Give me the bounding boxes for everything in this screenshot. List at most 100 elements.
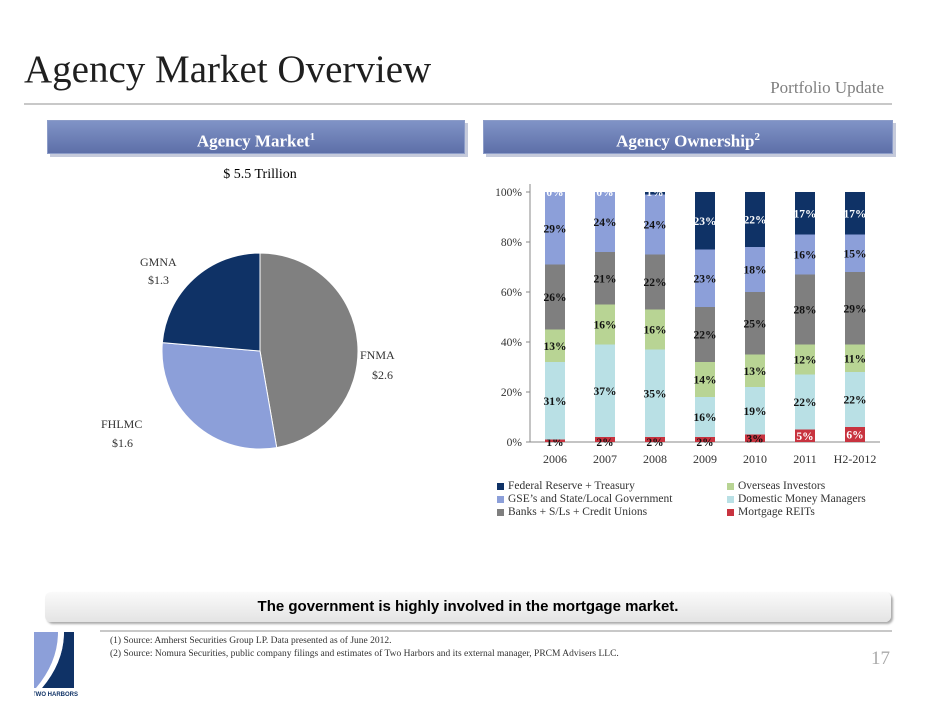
svg-text:TWO HARBORS: TWO HARBORS bbox=[34, 692, 78, 698]
pie-title: $ 5.5 Trillion bbox=[223, 167, 297, 182]
data-label: 24% bbox=[594, 217, 617, 229]
data-label: 22% bbox=[744, 215, 767, 227]
data-label: 13% bbox=[744, 366, 767, 378]
x-tick-label: 2009 bbox=[693, 452, 717, 466]
y-tick-label: 80% bbox=[501, 237, 523, 249]
pie-slice-fhlmc bbox=[161, 342, 278, 450]
bar-segment bbox=[795, 429, 815, 442]
legend-label: Mortgage REITs bbox=[738, 506, 815, 518]
legend-item: GSE’s and State/Local Government bbox=[497, 493, 727, 505]
legend-label: Overseas Investors bbox=[738, 480, 826, 492]
x-tick-label: 2008 bbox=[643, 452, 667, 466]
data-label: 6% bbox=[846, 430, 863, 442]
stacked-bar-chart: 0% 20% 40% 60% 80% 100% 2006 1% 31% 13% 26% 29% 0% 20… bbox=[495, 184, 880, 466]
data-label: 29% bbox=[544, 223, 567, 235]
legend-item: Overseas Investors bbox=[727, 480, 887, 492]
x-tick-label: 2006 bbox=[543, 452, 567, 466]
legend-item: Banks + S/Ls + Credit Unions bbox=[497, 506, 727, 518]
bar-segment bbox=[745, 354, 765, 387]
data-label: 16% bbox=[644, 325, 667, 337]
bar-segment bbox=[695, 192, 715, 250]
data-label: 31% bbox=[544, 396, 567, 408]
pie-chart bbox=[161, 252, 359, 450]
data-label: 2% bbox=[696, 437, 713, 449]
bar-segment bbox=[695, 397, 715, 437]
data-label: 22% bbox=[794, 397, 817, 409]
bar-segment bbox=[745, 247, 765, 292]
bar-segment bbox=[745, 292, 765, 355]
agency-ownership-banner: Agency Ownership2 bbox=[483, 120, 893, 154]
banner-label: Agency Market bbox=[196, 131, 310, 151]
bar-segment bbox=[695, 362, 715, 397]
data-label: 19% bbox=[744, 406, 767, 418]
bar-segment bbox=[545, 329, 565, 362]
bar-segment bbox=[595, 344, 615, 437]
data-label: 26% bbox=[544, 292, 567, 304]
data-label: 0% bbox=[596, 187, 613, 199]
bar-segment bbox=[595, 304, 615, 345]
bar-segment bbox=[795, 234, 815, 275]
bar-segment bbox=[745, 387, 765, 435]
data-label: 5% bbox=[796, 431, 813, 443]
legend-item: Federal Reserve + Treasury bbox=[497, 480, 727, 492]
y-tick-label: 20% bbox=[501, 387, 523, 399]
pie-slice-fnma bbox=[259, 252, 359, 449]
bar-segment bbox=[745, 192, 765, 247]
legend-item: Domestic Money Managers bbox=[727, 493, 887, 505]
bar-segment bbox=[695, 307, 715, 362]
page-subtitle: Portfolio Update bbox=[770, 78, 884, 97]
y-tick-label: 0% bbox=[507, 437, 523, 449]
bar-segment bbox=[645, 194, 665, 255]
data-label: 21% bbox=[594, 273, 617, 285]
data-label: 22% bbox=[644, 277, 667, 289]
bar-segment bbox=[595, 437, 615, 442]
bar-segment bbox=[645, 437, 665, 442]
bar-segment bbox=[845, 192, 865, 235]
pie-slice-gmna bbox=[161, 252, 261, 352]
legend-swatch bbox=[497, 508, 504, 516]
bar-segment bbox=[595, 192, 615, 252]
data-label: 13% bbox=[544, 341, 567, 353]
data-label: 18% bbox=[744, 265, 767, 277]
data-label: 15% bbox=[844, 248, 867, 260]
data-label: 2% bbox=[596, 437, 613, 449]
divider bbox=[100, 630, 892, 632]
page-title: Agency Market Overview bbox=[24, 48, 432, 91]
bar-segment bbox=[645, 254, 665, 310]
data-label: 17% bbox=[794, 208, 817, 220]
divider bbox=[24, 103, 892, 105]
data-label: 11% bbox=[844, 353, 866, 365]
data-label: 29% bbox=[844, 303, 867, 315]
data-label: 37% bbox=[594, 386, 617, 398]
data-label: 16% bbox=[694, 412, 717, 424]
bar-segment bbox=[795, 374, 815, 430]
data-label: 14% bbox=[694, 375, 717, 387]
legend-swatch bbox=[497, 482, 504, 490]
bar-segment bbox=[695, 249, 715, 307]
legend-label: Domestic Money Managers bbox=[738, 493, 866, 505]
legend-label: GSE’s and State/Local Government bbox=[508, 493, 673, 505]
data-label: 12% bbox=[794, 355, 817, 367]
y-tick-label: 60% bbox=[501, 287, 523, 299]
bar-segment bbox=[845, 234, 865, 272]
page-number: 17 bbox=[871, 648, 890, 669]
bar-segment bbox=[845, 427, 865, 442]
footnote-ref: 1 bbox=[309, 131, 316, 143]
data-label: 1% bbox=[646, 187, 663, 199]
bar-segment bbox=[545, 362, 565, 440]
bar-segment bbox=[645, 309, 665, 350]
legend-swatch bbox=[497, 495, 504, 503]
pie-value-fnma: $2.6 bbox=[372, 368, 393, 382]
bar-segment bbox=[795, 192, 815, 235]
data-label: 16% bbox=[594, 320, 617, 332]
footnote-1: (1) Source: Amherst Securities Group LP.… bbox=[110, 636, 392, 646]
x-tick-label: H2-2012 bbox=[834, 452, 877, 466]
data-label: 23% bbox=[694, 216, 717, 228]
legend-label: Banks + S/Ls + Credit Unions bbox=[508, 506, 648, 518]
bar-segment bbox=[645, 192, 665, 195]
pie-value-fhlmc: $1.6 bbox=[112, 436, 133, 450]
legend-swatch bbox=[727, 482, 734, 490]
bar-segment bbox=[545, 439, 565, 442]
data-label: 25% bbox=[744, 318, 767, 330]
pie-label-fhlmc: FHLMC bbox=[101, 417, 143, 431]
